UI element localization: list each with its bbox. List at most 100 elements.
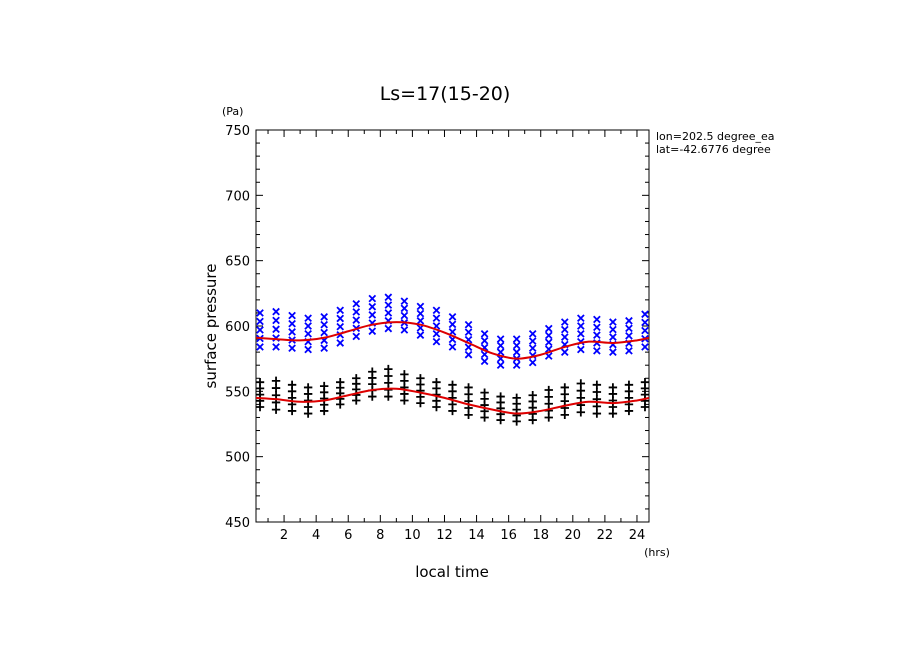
data-point-plus xyxy=(496,392,505,401)
data-point-plus xyxy=(576,386,586,395)
data-point-plus xyxy=(576,393,586,403)
data-point-x xyxy=(272,325,280,334)
data-point-x xyxy=(272,343,280,351)
data-point-plus xyxy=(560,383,569,392)
annotation-lon: lon=202.5 degree_ea xyxy=(656,130,775,143)
data-point-plus xyxy=(319,381,329,391)
data-point-x xyxy=(304,330,312,338)
data-point-plus xyxy=(352,374,361,383)
data-point-plus xyxy=(432,377,441,387)
data-point-x xyxy=(464,320,473,329)
data-point-plus xyxy=(271,405,281,414)
x-tick-label: 6 xyxy=(344,528,352,543)
data-point-x xyxy=(464,343,473,352)
data-point-x xyxy=(288,344,296,353)
data-point-x xyxy=(512,361,521,370)
data-point-x xyxy=(496,335,505,343)
data-point-x xyxy=(448,320,457,329)
data-point-x xyxy=(432,330,441,338)
y-tick-label: 550 xyxy=(225,385,250,400)
data-point-plus xyxy=(255,377,265,387)
data-point-plus xyxy=(480,388,489,397)
x-tick-label: 8 xyxy=(376,528,384,543)
data-point-x xyxy=(384,324,393,333)
data-point-x xyxy=(560,333,569,341)
x-tick-label: 20 xyxy=(565,528,582,543)
data-point-x xyxy=(544,338,553,347)
data-point-x xyxy=(576,322,585,330)
data-point-plus xyxy=(576,408,586,417)
x-unit-label: (hrs) xyxy=(644,546,670,559)
data-point-x xyxy=(496,361,505,370)
data-point-x xyxy=(625,316,633,325)
y-tick-label: 450 xyxy=(225,516,250,531)
y-tick-label: 600 xyxy=(225,320,250,335)
y-tick-label: 750 xyxy=(225,124,250,139)
x-tick-label: 14 xyxy=(468,528,485,543)
data-point-x xyxy=(496,341,505,350)
data-point-x xyxy=(400,297,409,306)
data-point-x xyxy=(400,304,409,313)
data-point-x xyxy=(609,348,617,356)
data-point-x xyxy=(304,314,312,322)
data-point-plus xyxy=(640,377,650,387)
data-point-x xyxy=(560,325,569,334)
data-point-x xyxy=(593,331,601,339)
x-tick-label: 16 xyxy=(500,528,517,543)
data-point-x xyxy=(464,350,473,359)
data-point-x xyxy=(368,302,377,311)
data-point-x xyxy=(560,318,569,326)
data-point-x xyxy=(368,311,377,319)
data-point-x xyxy=(432,314,441,322)
data-point-x xyxy=(368,294,377,303)
data-point-x xyxy=(336,314,345,323)
data-point-x xyxy=(528,344,537,353)
data-point-x xyxy=(256,343,264,351)
data-point-plus xyxy=(528,391,537,400)
data-point-x xyxy=(272,307,280,316)
data-point-x xyxy=(336,306,345,315)
data-point-x xyxy=(528,358,537,367)
data-point-x xyxy=(480,357,489,366)
data-point-plus xyxy=(592,380,602,389)
data-point-x xyxy=(416,302,425,311)
data-point-x xyxy=(384,309,393,317)
data-point-x xyxy=(304,322,312,330)
annotation-lat: lat=-42.6776 degree xyxy=(656,143,771,156)
data-point-x xyxy=(416,316,425,325)
data-point-plus xyxy=(576,379,586,388)
data-point-x xyxy=(544,331,553,340)
data-point-plus xyxy=(624,380,634,389)
data-point-x xyxy=(384,301,393,309)
data-point-x xyxy=(609,325,617,334)
data-point-x xyxy=(432,337,441,346)
data-point-x xyxy=(336,339,345,347)
data-point-x xyxy=(625,331,633,340)
data-point-plus xyxy=(271,391,281,400)
data-point-x xyxy=(448,313,457,321)
y-tick-label: 650 xyxy=(225,255,250,270)
data-point-x xyxy=(384,293,393,302)
data-point-x xyxy=(400,326,409,334)
data-point-x xyxy=(336,322,345,331)
data-point-plus xyxy=(400,370,409,379)
data-point-plus xyxy=(512,393,521,403)
data-point-x xyxy=(480,330,489,338)
data-point-x xyxy=(560,348,569,356)
data-point-x xyxy=(512,335,521,343)
data-point-x xyxy=(288,319,296,328)
y-tick-label: 500 xyxy=(225,451,250,466)
data-point-x xyxy=(593,315,601,324)
data-point-x xyxy=(464,328,473,337)
data-point-plus xyxy=(368,367,377,376)
data-point-x xyxy=(641,343,649,351)
x-tick-label: 2 xyxy=(280,528,288,543)
data-point-x xyxy=(576,345,585,354)
data-point-plus xyxy=(303,383,313,392)
data-point-x xyxy=(641,310,649,319)
data-point-plus xyxy=(464,383,473,392)
data-point-x xyxy=(352,308,361,316)
data-point-plus xyxy=(384,364,393,374)
data-point-x xyxy=(641,326,649,335)
